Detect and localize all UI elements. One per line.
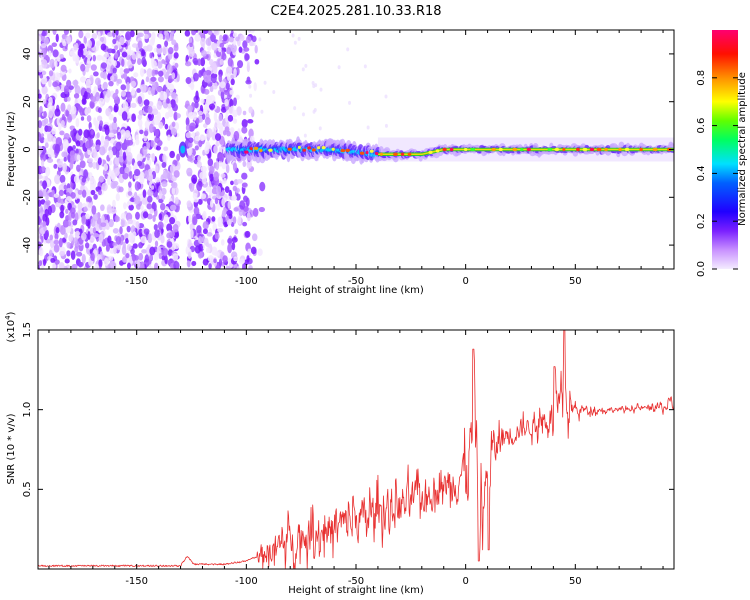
snr-background — [38, 330, 674, 569]
spectrogram-heatmap — [38, 30, 674, 269]
colorbar-tick-label: 0.6 — [696, 118, 707, 134]
snr-ytick-label: 1.5 — [22, 322, 33, 338]
colorbar: 0.0 0.2 0.4 0.6 0.8 Normalized spectral ampl… — [696, 30, 748, 277]
snr-ticks: -150 -100 -50 0 50 0.5 1.0 1.5 — [22, 322, 674, 587]
colorbar-bar — [712, 30, 738, 269]
snr-xtick-label: -50 — [348, 576, 364, 587]
spectrogram-ytick-label: 0 — [22, 146, 33, 152]
snr-xtick-label: 50 — [569, 576, 582, 587]
spectrogram-ylabel: Frequency (Hz) — [6, 111, 17, 187]
spectrogram-ytick-label: -20 — [22, 189, 33, 205]
spectrogram-ticks: -150 -100 -50 0 50 -40 -20 0 20 40 — [22, 30, 674, 287]
spectrogram-xtick-label: 0 — [462, 276, 468, 287]
spectrogram-xlabel: Height of straight line (km) — [288, 285, 424, 296]
snr-xlabel: Height of straight line (km) — [288, 585, 424, 596]
colorbar-ticks: 0.0 0.2 0.4 0.6 0.8 — [696, 70, 738, 277]
snr-series-line — [38, 330, 674, 569]
spectrogram-panel: -150 -100 -50 0 50 -40 -20 0 20 40 Height of stra… — [6, 29, 675, 296]
spectrogram-ytick-label: 20 — [22, 95, 33, 108]
spectrogram-xtick-label: -150 — [125, 276, 148, 287]
colorbar-tick-label: 0.8 — [696, 70, 707, 86]
snr-xtick-label: -150 — [125, 576, 148, 587]
snr-xtick-label: 0 — [462, 576, 468, 587]
colorbar-tick-label: 0.2 — [696, 213, 707, 229]
colorbar-label: Normalized spectral amplitude — [737, 72, 748, 226]
snr-scale-suffix: ) — [6, 311, 17, 315]
chart-title: C2E4.2025.281.10.33.R18 — [270, 4, 441, 19]
snr-ytick-label: 0.5 — [22, 481, 33, 497]
spectrogram-ytick-label: 40 — [22, 48, 33, 61]
snr-ylabel: SNR (10 * v/v) — [6, 413, 17, 484]
snr-scale-label: (x104) — [4, 311, 17, 342]
signal-band — [178, 136, 674, 165]
snr-panel: -150 -100 -50 0 50 0.5 1.0 1.5 Height of straig… — [4, 311, 675, 596]
spectrogram-ytick-label: -40 — [22, 237, 33, 253]
colorbar-tick-label: 0.0 — [696, 261, 707, 277]
spectrogram-xtick-label: 50 — [569, 276, 582, 287]
colorbar-tick-label: 0.4 — [696, 165, 707, 181]
snr-scale-exponent: 4 — [4, 315, 12, 320]
spectrogram-xtick-label: -50 — [348, 276, 364, 287]
svg-text:(x104): (x104) — [4, 311, 17, 342]
snr-scale-prefix: (x10 — [6, 320, 17, 343]
snr-xtick-label: -100 — [235, 576, 258, 587]
snr-ytick-label: 1.0 — [22, 402, 33, 418]
spectrogram-xtick-label: -100 — [235, 276, 258, 287]
